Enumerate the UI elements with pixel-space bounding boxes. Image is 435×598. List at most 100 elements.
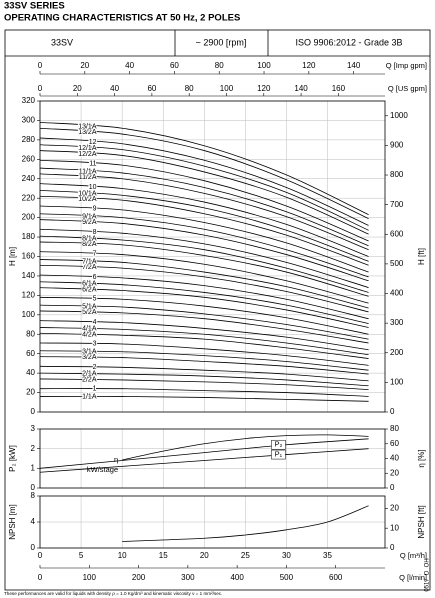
curve — [39, 241, 369, 297]
plot-frame — [39, 428, 386, 489]
curve — [39, 342, 369, 366]
curve — [39, 350, 369, 371]
y-tick-label: 200 — [22, 213, 36, 222]
x-tick-label: 400 — [230, 573, 244, 582]
y2-tick-label: 500 — [390, 259, 404, 268]
curve — [39, 310, 369, 344]
series-label: 11 — [89, 161, 96, 168]
curve — [39, 259, 369, 309]
series-label: 10 — [89, 184, 97, 191]
curve — [39, 121, 369, 216]
series-label: 2 — [93, 364, 97, 371]
y-tick-label: 260 — [22, 154, 36, 163]
x-tick-label: 20 — [80, 61, 89, 70]
x-tick-label: 120 — [302, 61, 316, 70]
curve — [39, 264, 369, 313]
y2-tick-label: 700 — [390, 200, 404, 209]
series-label: 6/2A — [82, 286, 97, 293]
series-label: 3 — [93, 341, 97, 348]
x-tick-label: 140 — [347, 61, 361, 70]
x-tick-label: 40 — [125, 61, 134, 70]
curve — [39, 448, 369, 473]
series-label: 1/1A — [82, 393, 97, 400]
series-label: 13/2A — [78, 129, 97, 136]
x-tick-label: 35 — [323, 551, 332, 560]
x-axis-title: Q [m³/h] — [400, 551, 427, 560]
y2-tick-label: 200 — [390, 348, 404, 357]
curve — [39, 183, 369, 257]
curve — [39, 356, 369, 375]
footnote: These performances are valid for liquids… — [4, 591, 222, 596]
curve — [39, 388, 369, 397]
series-label: 3/1A — [82, 348, 97, 355]
x-tick-label: 200 — [132, 573, 146, 582]
series-label: P₂ — [274, 440, 282, 449]
curve — [39, 190, 369, 262]
y-tick-label: 100 — [22, 310, 36, 319]
x-tick-label: 120 — [257, 84, 271, 93]
y2-axis-title: H [ft] — [417, 248, 426, 265]
standard: ISO 9906:2012 - Grade 3B — [295, 37, 402, 47]
outer-frame — [4, 29, 431, 591]
y-tick-label: 320 — [22, 96, 36, 105]
series-label: 2/1A — [82, 371, 97, 378]
y2-tick-label: 100 — [390, 377, 404, 386]
y-tick-label: 120 — [22, 290, 36, 299]
plot-frame — [39, 495, 386, 549]
series-label: 6/1A — [82, 281, 97, 288]
x-axis-title: Q [Imp gpm] — [386, 61, 427, 70]
curve — [39, 281, 369, 324]
series-label: 12 — [89, 139, 97, 146]
series-label: 7/1A — [82, 258, 97, 265]
y-tick-label: 140 — [22, 271, 36, 280]
series-label: 9/1A — [82, 213, 97, 220]
y2-tick-label: 40 — [390, 454, 399, 463]
x-tick-label: 100 — [83, 573, 97, 582]
x-axis-title: Q [US gpm] — [388, 84, 427, 93]
curve — [39, 205, 369, 273]
curve — [39, 304, 369, 340]
series-label: 13/1A — [78, 123, 97, 130]
x-tick-label: 25 — [241, 551, 250, 560]
y2-tick-label: 900 — [390, 141, 404, 150]
curve — [39, 173, 369, 251]
x-tick-label: 300 — [181, 573, 195, 582]
series-label: 4 — [93, 319, 97, 326]
curve — [39, 365, 369, 382]
x-tick-label: 20 — [200, 551, 209, 560]
series-label: 7 — [93, 251, 97, 258]
curve — [39, 372, 369, 387]
curve — [39, 195, 369, 266]
y2-tick-label: 0 — [390, 407, 395, 416]
x-tick-label: 10 — [118, 551, 127, 560]
curve — [39, 228, 369, 288]
x-tick-label: 60 — [147, 84, 156, 93]
series-label: 7/2A — [82, 264, 97, 271]
y-tick-label: 0 — [31, 407, 36, 416]
plot-frame — [39, 100, 386, 413]
x-tick-label: 0 — [38, 551, 43, 560]
y-tick-label: 220 — [22, 193, 36, 202]
series-label: 4/2A — [82, 331, 97, 338]
y-tick-label: 3 — [31, 424, 36, 433]
series-label-box — [271, 449, 286, 460]
curve — [39, 144, 369, 231]
y2-tick-label: 20 — [390, 468, 399, 477]
curve — [39, 213, 369, 278]
series-label: 6 — [93, 274, 97, 281]
curve — [39, 287, 369, 328]
curve — [39, 395, 369, 402]
title: 33SV SERIES — [4, 1, 65, 12]
curve — [39, 332, 369, 359]
y-tick-label: 2 — [31, 444, 36, 453]
speed: ~ 2900 [rpm] — [196, 37, 247, 47]
y2-tick-label: 600 — [390, 229, 404, 238]
x-tick-label: 5 — [79, 551, 84, 560]
y-tick-label: 180 — [22, 232, 36, 241]
x-tick-label: 0 — [38, 84, 43, 93]
x-tick-label: 20 — [73, 84, 82, 93]
curve — [39, 150, 369, 235]
series-label: 10/1A — [78, 191, 97, 198]
curve — [39, 251, 369, 304]
curve — [39, 327, 369, 356]
